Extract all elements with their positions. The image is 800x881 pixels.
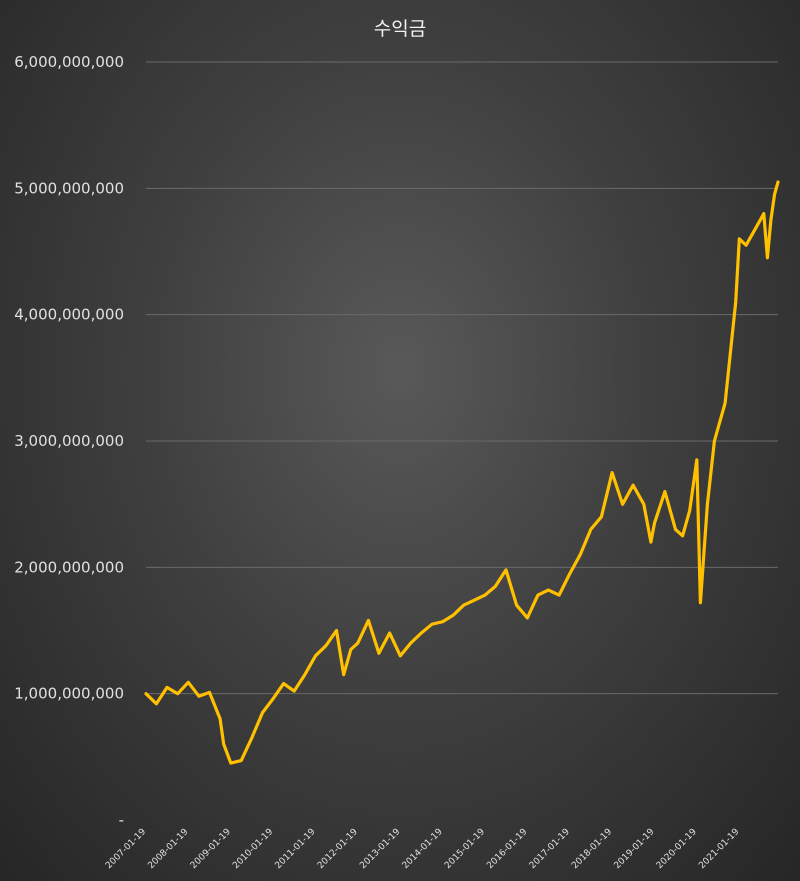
y-tick-label: 6,000,000,000 [14, 53, 124, 71]
x-tick-label: 2013-01-19 [358, 827, 402, 871]
series-layer [144, 180, 780, 765]
x-tick-label: 2016-01-19 [485, 827, 529, 871]
y-tick-label: 1,000,000,000 [14, 685, 124, 703]
y-tick-label: 3,000,000,000 [14, 432, 124, 450]
chart-title: 수익금 [373, 18, 427, 40]
x-tick-label: 2021-01-19 [697, 827, 741, 871]
x-tick-label: 2011-01-19 [274, 827, 318, 871]
x-tick-label: 2015-01-19 [443, 827, 487, 871]
y-tick-label: - [119, 811, 124, 829]
x-tick-label: 2008-01-19 [146, 827, 190, 871]
x-tick-label: 2017-01-19 [528, 827, 572, 871]
x-tick-label: 2012-01-19 [316, 827, 360, 871]
y-tick-label: 2,000,000,000 [14, 558, 124, 576]
y-tick-label: 5,000,000,000 [14, 179, 124, 197]
y-axis-ticks: - 1,000,000,000 2,000,000,000 3,000,000,000… [14, 53, 124, 829]
x-tick-label: 2014-01-19 [401, 827, 445, 871]
y-tick-label: 4,000,000,000 [14, 306, 124, 324]
x-tick-label: 2020-01-19 [655, 827, 699, 871]
x-tick-label: 2010-01-19 [231, 827, 275, 871]
series-line [144, 180, 780, 765]
gridlines [146, 61, 778, 695]
x-tick-label: 2007-01-19 [104, 827, 148, 871]
x-axis-ticks: 2007-01-192008-01-192009-01-192010-01-19… [104, 827, 742, 871]
x-tick-label: 2018-01-19 [570, 827, 614, 871]
x-tick-label: 2019-01-19 [613, 827, 657, 871]
x-tick-label: 2009-01-19 [189, 827, 233, 871]
